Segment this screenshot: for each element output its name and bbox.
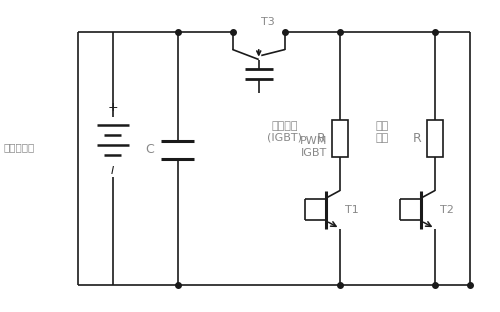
Text: T1: T1 [345, 204, 359, 215]
Text: R: R [412, 132, 421, 145]
Text: PWM
IGBT: PWM IGBT [300, 136, 327, 158]
Text: 高电压电池: 高电压电池 [4, 142, 35, 152]
Text: +: + [107, 100, 118, 114]
Bar [427, 119, 443, 157]
Text: I: I [111, 165, 114, 175]
Text: R: R [318, 132, 326, 145]
Text: T2: T2 [440, 204, 454, 215]
Text: 加热
元件: 加热 元件 [376, 121, 389, 143]
Text: C: C [145, 143, 154, 156]
Bar [332, 119, 348, 157]
Text: 安全开关
(IGBT): 安全开关 (IGBT) [268, 121, 302, 143]
Text: T3: T3 [261, 17, 275, 27]
